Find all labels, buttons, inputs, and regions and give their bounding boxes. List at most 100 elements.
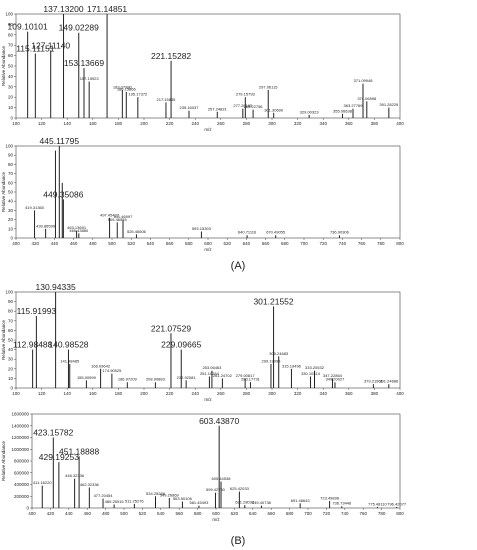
y-tick-label: 60 — [8, 180, 14, 185]
peak-label: 257.24831 — [208, 106, 228, 111]
y-axis-title: Relative Abundance — [1, 171, 6, 212]
x-tick-label: 100 — [12, 121, 20, 126]
peak-label: 333.20532 — [305, 365, 325, 370]
peak-label: 277.20185 — [233, 103, 253, 108]
x-tick-label: 760 — [358, 241, 366, 246]
peak-label: 489.25915 — [105, 499, 125, 504]
peak-label: 130.94335 — [36, 282, 76, 292]
x-tick-label: 460 — [70, 241, 78, 246]
y-tick-label: 600000 — [14, 470, 30, 475]
x-tick-label: 160 — [89, 391, 97, 396]
x-tick-label: 680 — [281, 241, 289, 246]
y-axis-title: Relative Abundance — [1, 45, 6, 86]
y-tick-label: 1200000 — [11, 435, 29, 440]
y-tick-label: 70 — [8, 318, 14, 323]
x-tick-label: 620 — [231, 511, 239, 516]
x-tick-label: 300 — [268, 391, 276, 396]
x-tick-label: 160 — [89, 121, 97, 126]
peak-label: 603.43870 — [199, 416, 239, 426]
peak-label: 315.19496 — [282, 363, 302, 368]
y-tick-label: 10 — [8, 376, 14, 381]
peak-label: 285.22756 — [244, 104, 264, 109]
peak-label: 599.42750 — [206, 487, 226, 492]
panel-label: (B) — [231, 535, 246, 547]
x-tick-label: 180 — [115, 391, 123, 396]
x-tick-label: 700 — [300, 241, 308, 246]
x-tick-label: 760 — [359, 511, 367, 516]
x-tick-label: 140 — [63, 121, 71, 126]
y-axis-title: Relative Abundance — [1, 319, 6, 360]
x-tick-label: 120 — [38, 391, 46, 396]
x-tick-label: 620 — [223, 241, 231, 246]
x-tick-label: 560 — [175, 511, 183, 516]
peak-label: 155.00999 — [77, 375, 97, 380]
peak-label: 374.06598 — [357, 96, 377, 101]
x-tick-label: 400 — [396, 121, 404, 126]
x-tick-label: 280 — [243, 391, 251, 396]
x-tick-label: 200 — [140, 391, 148, 396]
x-axis-title: m/z — [204, 397, 212, 402]
y-tick-label: 90 — [8, 22, 14, 27]
x-tick-label: 480 — [102, 511, 110, 516]
x-tick-label: 380 — [371, 121, 379, 126]
x-axis-title: m/z — [204, 127, 212, 132]
peak-label: 279.00817 — [236, 373, 256, 378]
peak-label: 301.30690 — [264, 107, 284, 112]
y-tick-label: 100 — [5, 144, 13, 149]
x-tick-label: 680 — [286, 511, 294, 516]
peak-label: 736.73446 — [332, 501, 352, 506]
y-tick-label: 60 — [8, 328, 14, 333]
peak-label: 253.06463 — [202, 365, 222, 370]
y-tick-label: 30 — [8, 84, 14, 89]
y-tick-label: 70 — [8, 171, 14, 176]
y-tick-label: 50 — [8, 190, 14, 195]
peak-label: 208.90883 — [146, 377, 166, 382]
x-tick-label: 560 — [166, 241, 174, 246]
y-tick-label: 60 — [8, 53, 14, 58]
x-tick-label: 600 — [212, 511, 220, 516]
x-tick-label: 600 — [204, 241, 212, 246]
peak-label: 419.31360 — [25, 205, 45, 210]
peak-label: 235.16037 — [180, 105, 200, 110]
peak-label: 649.40738 — [252, 500, 272, 505]
y-tick-label: 0 — [26, 506, 29, 511]
x-tick-label: 260 — [217, 391, 225, 396]
peak-label: 463.13691 — [67, 225, 87, 230]
y-tick-label: 80 — [8, 309, 14, 314]
y-tick-label: 40 — [8, 347, 14, 352]
x-tick-label: 800 — [396, 241, 404, 246]
peak-label: 451.18888 — [59, 446, 99, 456]
peak-label: 115.11151 — [16, 44, 55, 54]
x-tick-label: 480 — [89, 241, 97, 246]
x-tick-label: 580 — [194, 511, 202, 516]
y-tick-label: 0 — [10, 386, 13, 391]
x-tick-label: 520 — [127, 241, 135, 246]
x-tick-label: 360 — [345, 121, 353, 126]
y-tick-label: 1600000 — [11, 412, 29, 417]
peak-label: 251.10284 — [200, 371, 220, 376]
x-tick-label: 440 — [65, 511, 73, 516]
x-tick-label: 300 — [268, 121, 276, 126]
peak-label: 391.24686 — [379, 379, 399, 384]
peak-label: 183.07980 — [113, 84, 133, 89]
x-tick-label: 320 — [294, 121, 302, 126]
peak-label: 221.15282 — [151, 51, 191, 61]
x-tick-label: 740 — [341, 511, 349, 516]
peak-label: 297.06115 — [259, 84, 278, 89]
peak-label: 775.48110 — [368, 501, 387, 506]
x-tick-label: 420 — [31, 241, 39, 246]
peak-label: 736.90306 — [330, 230, 350, 235]
x-tick-label: 640 — [243, 241, 251, 246]
x-tick-label: 460 — [83, 511, 91, 516]
peak-label: 174.90525 — [102, 368, 122, 373]
y-tick-label: 30 — [8, 208, 14, 213]
peak-label: 593.15393 — [192, 226, 212, 231]
peak-label: 330.10314 — [301, 371, 321, 376]
peak-label: 563.50106 — [173, 496, 193, 501]
peak-label: 581.45493 — [189, 500, 209, 505]
peak-label: 423.15782 — [33, 428, 73, 438]
peak-label: 462.32336 — [80, 482, 100, 487]
x-tick-label: 780 — [378, 511, 386, 516]
peak-label: 465.43860 — [69, 228, 89, 233]
